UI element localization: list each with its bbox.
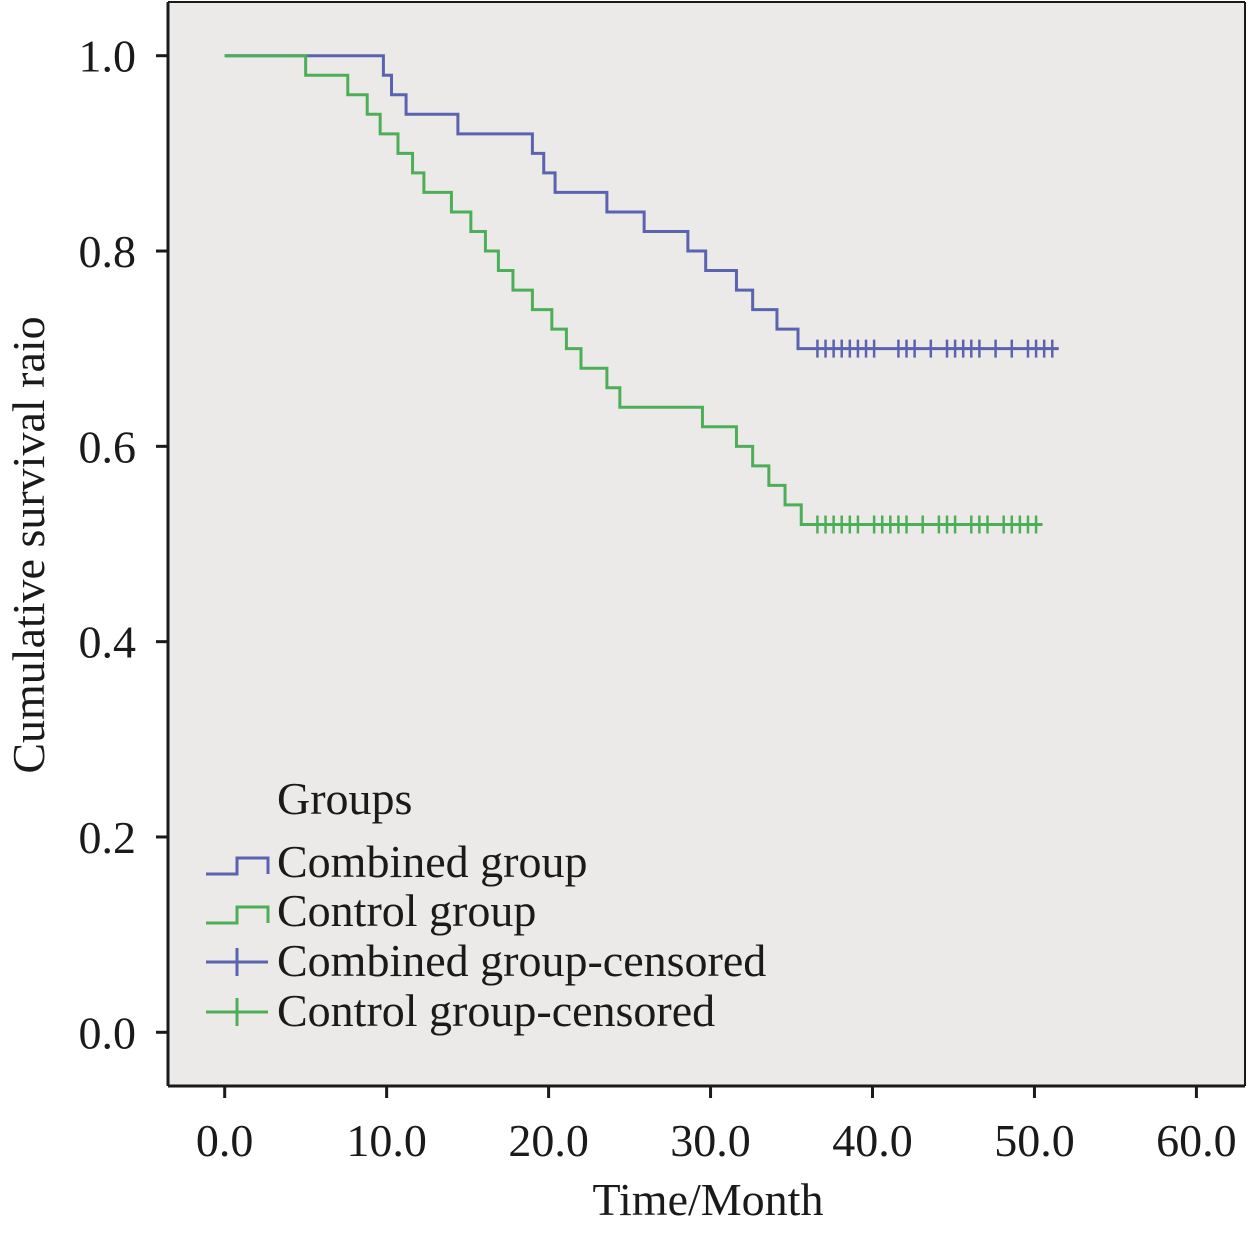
series-lines [224, 54, 1059, 526]
censor-marker [869, 339, 880, 358]
x-tick-label: 60.0 [1156, 1115, 1237, 1166]
censor-marker [1047, 339, 1058, 358]
censor-marker [990, 339, 1001, 358]
censor-marker [982, 515, 993, 534]
legend-symbol-control-group [206, 905, 270, 925]
y-tick-label: 0.8 [79, 226, 137, 277]
legend-label-control-group: Control group [277, 885, 536, 936]
y-tick-label: 1.0 [79, 31, 137, 82]
censor-marker [925, 339, 936, 358]
censor-marker [974, 339, 985, 358]
x-axis-title: Time/Month [593, 1174, 824, 1225]
axes: 0.0 0.2 0.4 0.6 0.8 1.0 0.0 10.0 20.0 30.0 40.0 50.… [79, 1, 1246, 1166]
legend-symbols [206, 856, 270, 1026]
legend: Groups Combined group Control group Comb… [206, 773, 766, 1036]
x-tick-label: 20.0 [508, 1115, 589, 1166]
legend-symbol-combined-censored [206, 948, 268, 976]
y-tick-label: 0.6 [79, 421, 137, 472]
censor-marker [901, 515, 912, 534]
censor-marker [1031, 515, 1042, 534]
legend-symbol-control-censored [206, 998, 268, 1026]
x-tick-label: 30.0 [670, 1115, 751, 1166]
censor-marker [950, 515, 961, 534]
censor-marker [1006, 339, 1017, 358]
legend-label-combined-censored: Combined group-censored [277, 935, 766, 986]
censor-marker [909, 339, 920, 358]
y-axis-title: Cumulative survival raio [3, 316, 54, 773]
control-group-line [224, 54, 1043, 526]
x-tick-label: 40.0 [832, 1115, 913, 1166]
legend-label-control-censored: Control group-censored [277, 985, 715, 1036]
legend-label-combined-group: Combined group [277, 836, 587, 887]
y-tick-label: 0.4 [79, 617, 137, 668]
plot-background [168, 2, 1245, 1086]
legend-symbol-combined-group [206, 856, 270, 876]
x-tick-label: 10.0 [346, 1115, 427, 1166]
legend-title: Groups [277, 773, 412, 824]
censor-marker [917, 515, 928, 534]
y-tick-label: 0.0 [79, 1007, 137, 1058]
censor-marker [852, 515, 863, 534]
combined-group-line [224, 54, 1059, 351]
censor-markers [812, 339, 1058, 534]
y-tick-label: 0.2 [79, 812, 137, 863]
x-tick-label: 50.0 [994, 1115, 1075, 1166]
x-tick-label: 0.0 [196, 1115, 254, 1166]
